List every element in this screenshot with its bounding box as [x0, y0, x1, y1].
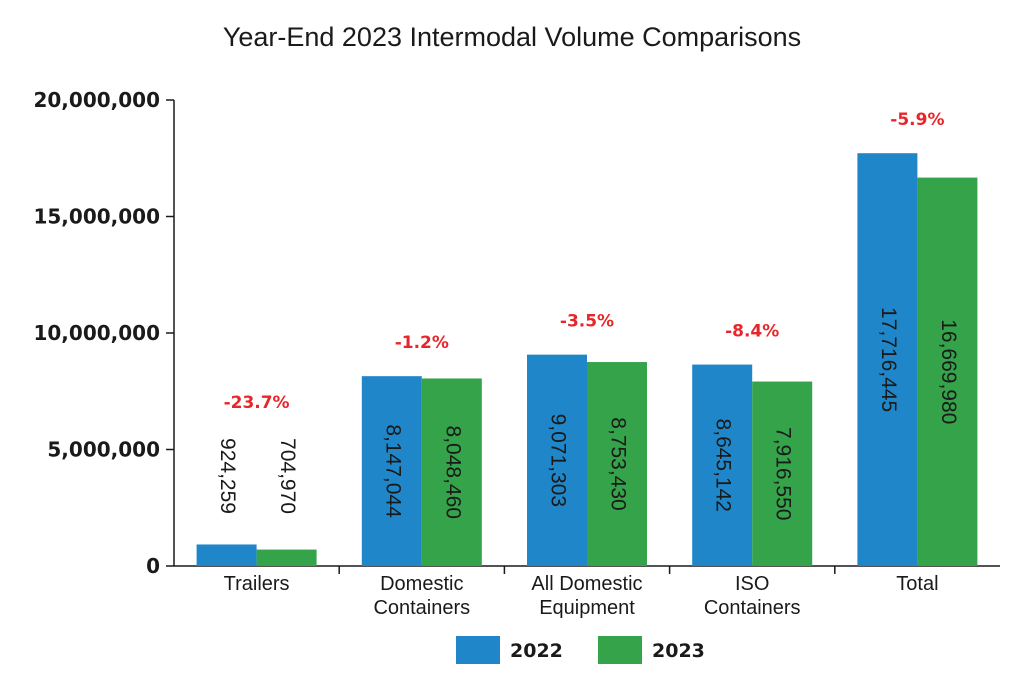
x-tick-label: Containers — [704, 597, 801, 619]
change-label: -8.4% — [725, 322, 779, 342]
data-label-2022: 9,071,303 — [546, 414, 569, 507]
data-label-2022: 17,716,445 — [877, 307, 900, 412]
data-label-2023: 16,669,980 — [937, 319, 960, 424]
legend: 2022 2023 — [456, 636, 705, 664]
change-label: -5.9% — [890, 110, 944, 130]
data-label-2023: 704,970 — [276, 438, 299, 514]
change-label: -1.2% — [395, 333, 449, 353]
change-label: -23.7% — [224, 393, 290, 413]
bar-2023 — [587, 362, 647, 566]
bar-2022 — [692, 364, 753, 566]
legend-label-2023: 2023 — [652, 640, 705, 662]
data-label-2022: 8,645,142 — [712, 419, 735, 512]
x-tick-label: All Domestic — [531, 573, 642, 595]
legend-label-2022: 2022 — [510, 640, 563, 662]
x-tick-label: Total — [896, 573, 938, 595]
bar-2022 — [857, 153, 918, 566]
y-tick-label: 10,000,000 — [33, 321, 160, 345]
bar-2022 — [196, 544, 257, 566]
axes: 0 5,000,000 10,000,000 15,000,000 20,000,000 — [33, 88, 1000, 578]
x-tick-label: Trailers — [224, 573, 290, 595]
y-tick-label: 20,000,000 — [33, 88, 160, 112]
data-label-2022: 924,259 — [216, 438, 239, 514]
bar-2023 — [421, 378, 482, 566]
legend-swatch-2023 — [598, 636, 642, 664]
change-label: -3.5% — [560, 312, 614, 332]
bar-2023 — [752, 381, 813, 566]
data-label-2022: 8,147,044 — [381, 424, 404, 518]
y-tick-label: 0 — [146, 554, 160, 578]
chart-title: Year-End 2023 Intermodal Volume Comparis… — [223, 22, 801, 52]
data-label-2023: 8,048,460 — [441, 426, 464, 519]
bars — [196, 153, 978, 566]
x-tick-label: Domestic — [380, 573, 463, 595]
x-tick-label: Equipment — [539, 597, 635, 619]
bar-2023 — [917, 177, 978, 566]
data-label-2023: 8,753,430 — [606, 417, 629, 510]
x-tick-label: Containers — [373, 597, 470, 619]
bar-2022 — [527, 354, 587, 566]
x-tick-label: ISO — [735, 573, 769, 595]
data-label-2023: 7,916,550 — [772, 427, 795, 520]
y-tick-label: 15,000,000 — [33, 205, 160, 229]
bar-2023 — [256, 549, 317, 566]
legend-swatch-2022 — [456, 636, 500, 664]
bar-2022 — [361, 376, 422, 566]
y-tick-label: 5,000,000 — [47, 438, 160, 462]
